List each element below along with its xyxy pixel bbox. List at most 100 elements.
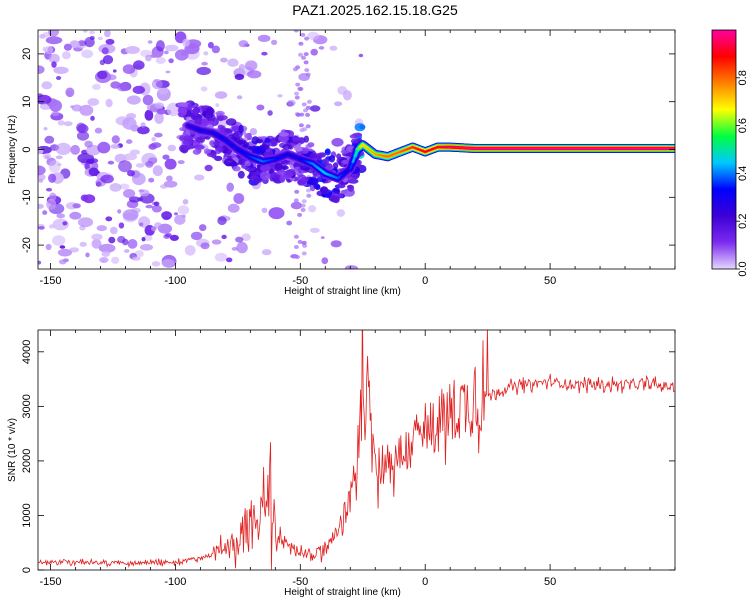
noise-blob xyxy=(89,30,96,35)
noise-blob xyxy=(111,256,120,264)
ridge-blob xyxy=(223,158,235,167)
noise-blob xyxy=(57,120,65,126)
noise-blob xyxy=(295,82,301,87)
y-tick-label: 20 xyxy=(21,48,33,60)
noise-blob xyxy=(158,87,169,95)
noise-blob xyxy=(299,128,305,133)
noise-blob xyxy=(204,164,213,172)
noise-blob xyxy=(128,196,141,203)
snr-series-line xyxy=(38,330,675,570)
noise-blob xyxy=(119,183,130,190)
noise-blob xyxy=(104,30,111,38)
ridge-blob xyxy=(347,184,355,192)
noise-blob xyxy=(127,170,135,177)
noise-blob xyxy=(307,31,320,41)
noise-blob xyxy=(236,241,248,254)
noise-blob xyxy=(165,70,171,74)
noise-blob xyxy=(137,197,143,202)
ridge-blob xyxy=(186,110,192,117)
y-axis-label: SNR (10 * v/v) xyxy=(7,418,18,482)
noise-blob xyxy=(151,79,163,90)
noise-blob xyxy=(118,222,125,229)
noise-blob xyxy=(132,85,145,94)
noise-blob xyxy=(86,144,101,156)
noise-blob xyxy=(293,30,299,33)
ridge-blob xyxy=(225,118,237,126)
noise-blob xyxy=(44,45,54,55)
noise-blob xyxy=(337,86,348,95)
noise-blob xyxy=(117,235,126,244)
y-tick-label: 1000 xyxy=(21,503,33,527)
noise-blob xyxy=(49,99,62,112)
ridge-blob xyxy=(192,148,201,155)
ridge-blob xyxy=(294,147,303,152)
noise-blob xyxy=(294,95,300,100)
noise-blob xyxy=(200,242,210,250)
noise-blob xyxy=(84,162,90,170)
noise-blob xyxy=(308,205,317,213)
noise-blob xyxy=(76,131,90,141)
noise-blob xyxy=(110,144,120,149)
noise-blob xyxy=(174,212,178,216)
x-tick-label: -150 xyxy=(39,576,61,588)
noise-blob xyxy=(249,128,258,136)
x-axis-label: Height of straight line (km) xyxy=(284,587,401,598)
ridge-blob xyxy=(325,164,334,171)
noise-blob xyxy=(329,45,338,51)
noise-blob xyxy=(135,163,145,168)
noise-blob xyxy=(97,141,111,154)
colorbar-tick-label: 0.4 xyxy=(737,166,749,181)
ridge-segment xyxy=(351,155,357,163)
noise-blob xyxy=(99,257,109,263)
noise-blob xyxy=(133,60,145,70)
noise-blob xyxy=(83,30,88,33)
ridge-blob xyxy=(194,144,205,150)
noise-blob xyxy=(122,64,136,74)
noise-blob xyxy=(231,247,238,251)
noise-blob xyxy=(293,198,299,203)
noise-blob xyxy=(294,189,300,194)
noise-blob xyxy=(211,239,222,245)
noise-blob xyxy=(44,155,50,160)
noise-blob xyxy=(233,193,245,204)
noise-blob xyxy=(48,160,61,173)
noise-blob xyxy=(217,216,227,226)
ridge-blob xyxy=(237,139,247,145)
noise-blob xyxy=(127,239,138,249)
x-tick-label: 0 xyxy=(422,275,428,287)
noise-blob xyxy=(321,257,329,265)
noise-blob xyxy=(297,212,303,217)
noise-blob xyxy=(44,135,55,144)
noise-blob xyxy=(196,66,211,76)
noise-blob xyxy=(184,245,196,256)
noise-blob xyxy=(168,58,174,64)
x-tick-label: 50 xyxy=(544,576,556,588)
noise-blob xyxy=(305,112,311,117)
x-tick-label: 50 xyxy=(544,275,556,287)
noise-blob xyxy=(330,240,342,248)
noise-blob xyxy=(247,70,262,79)
noise-blob xyxy=(111,135,120,144)
noise-blob xyxy=(63,43,72,51)
noise-blob xyxy=(300,207,306,212)
x-tick-label: -100 xyxy=(164,275,186,287)
noise-blob xyxy=(261,51,268,56)
noise-blob xyxy=(298,86,304,91)
ridge-blob xyxy=(281,165,289,170)
ridge-blob xyxy=(274,162,283,171)
noise-blob xyxy=(161,258,175,268)
ridge-blob xyxy=(328,155,336,163)
noise-blob xyxy=(165,44,179,52)
noise-blob xyxy=(107,160,115,165)
noise-blob xyxy=(153,201,160,207)
noise-blob xyxy=(151,204,162,213)
noise-blob xyxy=(245,60,258,71)
noise-blob xyxy=(238,40,249,48)
noise-blob xyxy=(182,199,189,205)
noise-blob xyxy=(51,61,57,68)
noise-blob xyxy=(38,173,46,181)
noise-blob xyxy=(235,68,245,74)
noise-blob xyxy=(214,91,228,99)
